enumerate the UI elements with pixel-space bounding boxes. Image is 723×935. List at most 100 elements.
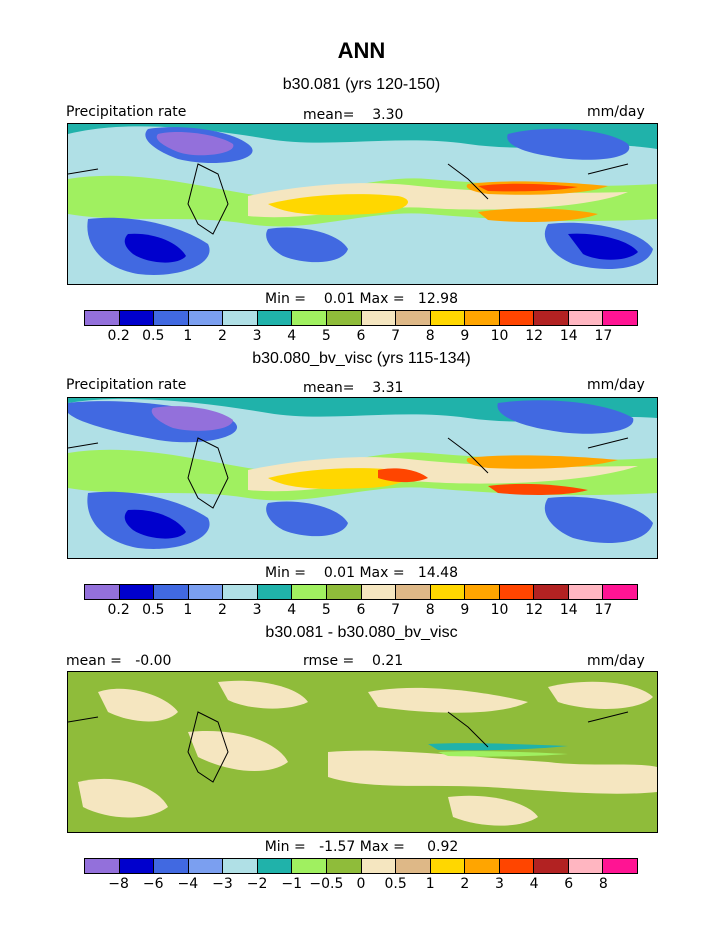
panel-1-subtitle: b30.081 (yrs 120-150) bbox=[282, 76, 441, 93]
colorbar-swatch bbox=[465, 859, 500, 873]
colorbar-tick-label: 9 bbox=[460, 602, 470, 618]
colorbar-swatch bbox=[430, 585, 466, 599]
panel-3-center-label: rmse = 0.21 bbox=[303, 653, 404, 669]
panel-2-center-label: mean= 3.31 bbox=[303, 380, 404, 396]
colorbar-tick-label: 5 bbox=[321, 602, 331, 618]
colorbar-swatch bbox=[154, 585, 189, 599]
panel-1-colorbar-ticks: 0.2 0.5 1 2 3 4 5 6 7 8 9 10 12 14 17 bbox=[84, 328, 638, 346]
colorbar-tick-label: 2 bbox=[218, 328, 227, 344]
colorbar-swatch bbox=[85, 585, 120, 599]
colorbar-tick-label: 1 bbox=[425, 876, 435, 892]
colorbar-tick-label: 6 bbox=[356, 602, 366, 618]
colorbar-tick-label: 4 bbox=[529, 876, 539, 892]
colorbar-tick-label: 3 bbox=[495, 876, 504, 892]
colorbar-swatch bbox=[326, 311, 362, 325]
colorbar-tick-label: 0.2 bbox=[107, 602, 130, 618]
colorbar-tick-label: 3 bbox=[252, 602, 262, 618]
colorbar-swatch bbox=[257, 859, 293, 873]
panel-3-colorbar bbox=[84, 858, 638, 874]
panel-2-colorbar-ticks: 0.2 0.5 1 2 3 4 5 6 7 8 9 10 12 14 17 bbox=[84, 602, 638, 620]
panel-1-colorbar bbox=[84, 310, 638, 326]
colorbar-swatch bbox=[85, 311, 120, 325]
panel-3-colorbar-ticks: −8 −6 −4 −3 −2 −1 −0.5 0 0.5 1 2 3 4 6 8 bbox=[84, 876, 638, 894]
panel-1-center-label: mean= 3.30 bbox=[303, 107, 404, 123]
colorbar-swatch bbox=[119, 311, 155, 325]
colorbar-tick-label: 8 bbox=[425, 602, 435, 618]
colorbar-swatch bbox=[465, 585, 500, 599]
panel-2-colorbar bbox=[84, 584, 638, 600]
colorbar-swatch bbox=[326, 859, 362, 873]
colorbar-swatch bbox=[361, 859, 397, 873]
colorbar-swatch bbox=[119, 859, 155, 873]
colorbar-swatch bbox=[292, 859, 327, 873]
figure-title: ANN bbox=[337, 38, 386, 63]
panel-3-map bbox=[67, 671, 658, 833]
colorbar-swatch bbox=[534, 859, 569, 873]
colorbar-tick-label: 0 bbox=[356, 876, 366, 892]
colorbar-swatch bbox=[568, 859, 604, 873]
colorbar-tick-label: −1 bbox=[281, 876, 303, 892]
colorbar-tick-label: 7 bbox=[391, 328, 401, 344]
colorbar-swatch bbox=[188, 311, 224, 325]
colorbar-tick-label: 12 bbox=[525, 328, 544, 344]
colorbar-swatch bbox=[154, 859, 189, 873]
colorbar-swatch bbox=[603, 311, 637, 325]
colorbar-swatch bbox=[154, 311, 189, 325]
panel-2-map bbox=[67, 397, 658, 559]
colorbar-swatch bbox=[257, 585, 293, 599]
colorbar-tick-label: 1 bbox=[183, 602, 193, 618]
colorbar-tick-label: 17 bbox=[594, 328, 613, 344]
colorbar-tick-label: 6 bbox=[356, 328, 366, 344]
colorbar-tick-label: −4 bbox=[177, 876, 199, 892]
panel-1-right-label: mm/day bbox=[587, 104, 645, 120]
panel-3-left-label: mean = -0.00 bbox=[66, 653, 172, 669]
colorbar-tick-label: −3 bbox=[212, 876, 233, 892]
colorbar-tick-label: 0.5 bbox=[142, 328, 165, 344]
colorbar-swatch bbox=[603, 859, 637, 873]
colorbar-swatch bbox=[361, 585, 397, 599]
panel-2-minmax: Min = 0.01 Max = 14.48 bbox=[265, 565, 458, 581]
colorbar-swatch bbox=[326, 585, 362, 599]
colorbar-tick-label: 3 bbox=[252, 328, 262, 344]
colorbar-tick-label: 9 bbox=[460, 328, 470, 344]
panel-3-right-label: mm/day bbox=[587, 653, 645, 669]
panel-2-subtitle: b30.080_bv_visc (yrs 115-134) bbox=[252, 350, 471, 367]
colorbar-tick-label: 14 bbox=[559, 602, 578, 618]
colorbar-tick-label: −8 bbox=[108, 876, 129, 892]
colorbar-tick-label: 7 bbox=[391, 602, 401, 618]
colorbar-tick-label: −0.5 bbox=[309, 876, 344, 892]
panel-1-map bbox=[67, 123, 658, 285]
colorbar-swatch bbox=[188, 859, 224, 873]
colorbar-swatch bbox=[223, 311, 258, 325]
colorbar-swatch bbox=[292, 585, 327, 599]
colorbar-tick-label: 2 bbox=[460, 876, 470, 892]
colorbar-tick-label: 2 bbox=[218, 602, 227, 618]
colorbar-swatch bbox=[499, 585, 535, 599]
colorbar-swatch bbox=[85, 859, 120, 873]
colorbar-swatch bbox=[499, 311, 535, 325]
colorbar-tick-label: 0.5 bbox=[142, 602, 165, 618]
colorbar-tick-label: 8 bbox=[598, 876, 608, 892]
colorbar-swatch bbox=[534, 585, 569, 599]
colorbar-tick-label: 4 bbox=[287, 602, 297, 618]
colorbar-swatch bbox=[603, 585, 637, 599]
colorbar-swatch bbox=[292, 311, 327, 325]
colorbar-tick-label: 6 bbox=[564, 876, 574, 892]
colorbar-tick-label: 1 bbox=[183, 328, 193, 344]
colorbar-swatch bbox=[568, 585, 604, 599]
panel-3-minmax: Min = -1.57 Max = 0.92 bbox=[264, 839, 459, 855]
colorbar-swatch bbox=[430, 859, 466, 873]
colorbar-swatch bbox=[465, 311, 500, 325]
colorbar-swatch bbox=[568, 311, 604, 325]
colorbar-swatch bbox=[223, 859, 258, 873]
colorbar-tick-label: −2 bbox=[246, 876, 268, 892]
colorbar-tick-label: 0.5 bbox=[384, 876, 407, 892]
colorbar-swatch bbox=[430, 311, 466, 325]
colorbar-tick-label: 4 bbox=[287, 328, 297, 344]
colorbar-swatch bbox=[396, 859, 431, 873]
colorbar-swatch bbox=[223, 585, 258, 599]
panel-3-subtitle: b30.081 - b30.080_bv_visc bbox=[265, 624, 458, 641]
colorbar-swatch bbox=[188, 585, 224, 599]
panel-1-left-label: Precipitation rate bbox=[66, 104, 187, 120]
panel-2-right-label: mm/day bbox=[587, 377, 645, 393]
